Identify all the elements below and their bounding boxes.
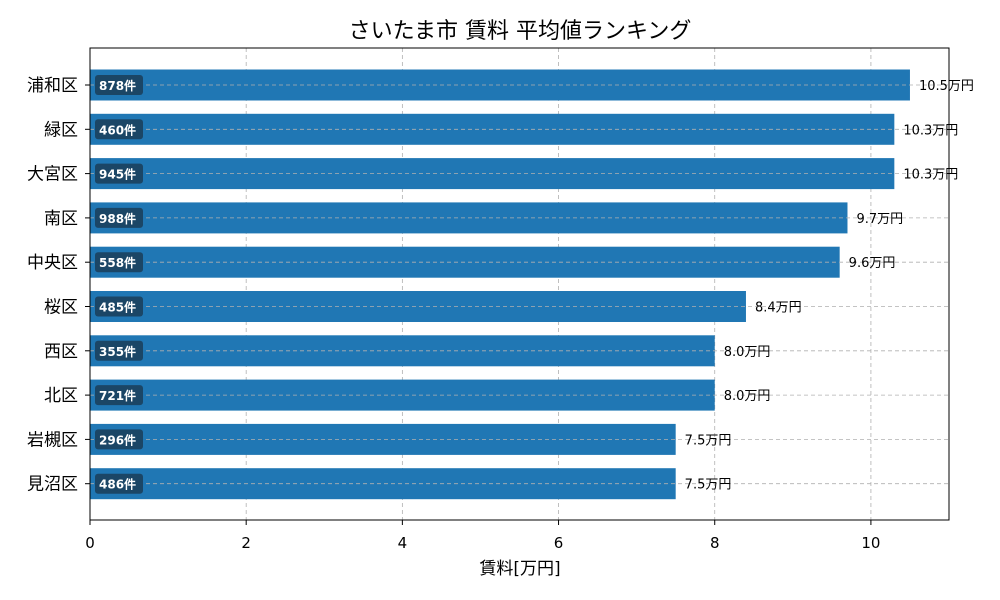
count-badge <box>95 473 143 494</box>
count-badge <box>95 163 143 184</box>
bars-layer <box>90 69 910 500</box>
count-badge <box>95 119 143 140</box>
x-tick-label: 6 <box>554 534 564 552</box>
count-badge <box>95 252 143 273</box>
x-tick-label: 10 <box>861 534 880 552</box>
value-label: 10.5万円 <box>919 79 974 94</box>
count-label: 878件 <box>99 78 136 93</box>
count-label: 988件 <box>99 211 136 226</box>
category-label: 大宮区 <box>27 165 78 185</box>
chart-title: さいたま市 賃料 平均値ランキング <box>349 19 692 44</box>
count-badge <box>95 75 143 95</box>
category-label: 南区 <box>44 209 78 229</box>
value-label: 10.3万円 <box>903 123 958 138</box>
category-label: 岩槻区 <box>27 430 78 450</box>
count-label: 945件 <box>99 167 136 182</box>
category-label: 緑区 <box>44 120 78 140</box>
category-label: 浦和区 <box>27 76 78 96</box>
category-label: 北区 <box>44 386 78 406</box>
value-label: 7.5万円 <box>685 433 732 448</box>
category-label: 桜区 <box>44 298 78 318</box>
x-axis-label: 賃料[万円] <box>479 559 560 579</box>
count-badge <box>95 385 143 406</box>
category-label: 見沼区 <box>27 475 78 495</box>
value-label: 7.5万円 <box>685 478 732 493</box>
value-label: 10.3万円 <box>903 168 958 183</box>
horizontal-grid-layer <box>90 84 949 485</box>
count-label: 485件 <box>99 300 136 315</box>
count-badge <box>95 429 143 450</box>
count-label: 355件 <box>99 344 136 359</box>
value-label: 9.6万円 <box>849 256 896 271</box>
value-label: 9.7万円 <box>856 212 903 227</box>
category-label: 西区 <box>44 342 78 362</box>
count-badge <box>95 340 143 361</box>
count-badge <box>95 296 143 317</box>
count-label: 486件 <box>99 477 136 492</box>
value-label: 8.4万円 <box>755 301 802 316</box>
x-tick-label: 8 <box>710 534 720 552</box>
value-label: 8.0万円 <box>724 389 771 404</box>
x-tick-label: 4 <box>398 534 408 552</box>
count-label: 296件 <box>99 432 136 447</box>
value-label: 8.0万円 <box>724 345 771 360</box>
x-tick-label: 2 <box>241 534 251 552</box>
count-label: 721件 <box>99 388 136 403</box>
category-label: 中央区 <box>27 253 78 273</box>
count-badge <box>95 207 143 228</box>
x-axis-ticks: 0 2 4 6 8 10 <box>85 84 880 552</box>
plot-frame <box>89 47 950 521</box>
bar <box>90 423 676 455</box>
count-label: 460件 <box>99 122 136 137</box>
bar <box>90 468 676 500</box>
count-label: 558件 <box>99 255 136 270</box>
x-tick-label: 0 <box>85 534 95 552</box>
